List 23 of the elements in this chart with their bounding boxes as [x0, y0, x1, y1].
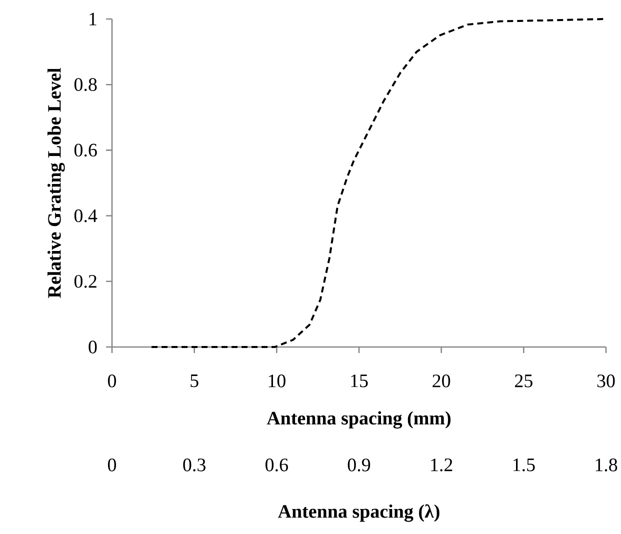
y-tick-label: 0.2 [74, 274, 96, 288]
x2-tick-label: 1.8 [596, 458, 618, 472]
x-tick-label: 15 [351, 374, 368, 388]
x2-tick-label: 0.3 [183, 458, 206, 472]
y-tick-label: 0.6 [74, 144, 97, 157]
y-tick-label: 1 [90, 12, 96, 26]
x-tick-label: 25 [514, 374, 532, 388]
y-tick-label: 0 [88, 340, 97, 354]
x2-tick-label: 0.9 [348, 458, 370, 472]
x-axis-title: Antenna spacing (mm) [266, 411, 451, 429]
x2-axis-title: Antenna spacing (λ) [278, 504, 440, 522]
x2-tick-label: 1.2 [431, 458, 452, 472]
x2-tick-label: 0.6 [266, 458, 288, 472]
x-tick-label: 0 [108, 374, 116, 388]
y-tick-label: 0.8 [74, 78, 97, 92]
y-axis-title: Relative Grating Lobe Level [47, 68, 65, 298]
x2-tick-label: 1.5 [513, 458, 535, 472]
x2-tick-label: 0 [108, 458, 116, 472]
x-tick-label: 20 [432, 374, 450, 388]
y-tick-label: 0.4 [74, 209, 98, 222]
x-tick-label: 5 [190, 374, 198, 388]
x-tick-label: 10 [268, 374, 286, 388]
x-tick-label: 30 [597, 374, 615, 388]
